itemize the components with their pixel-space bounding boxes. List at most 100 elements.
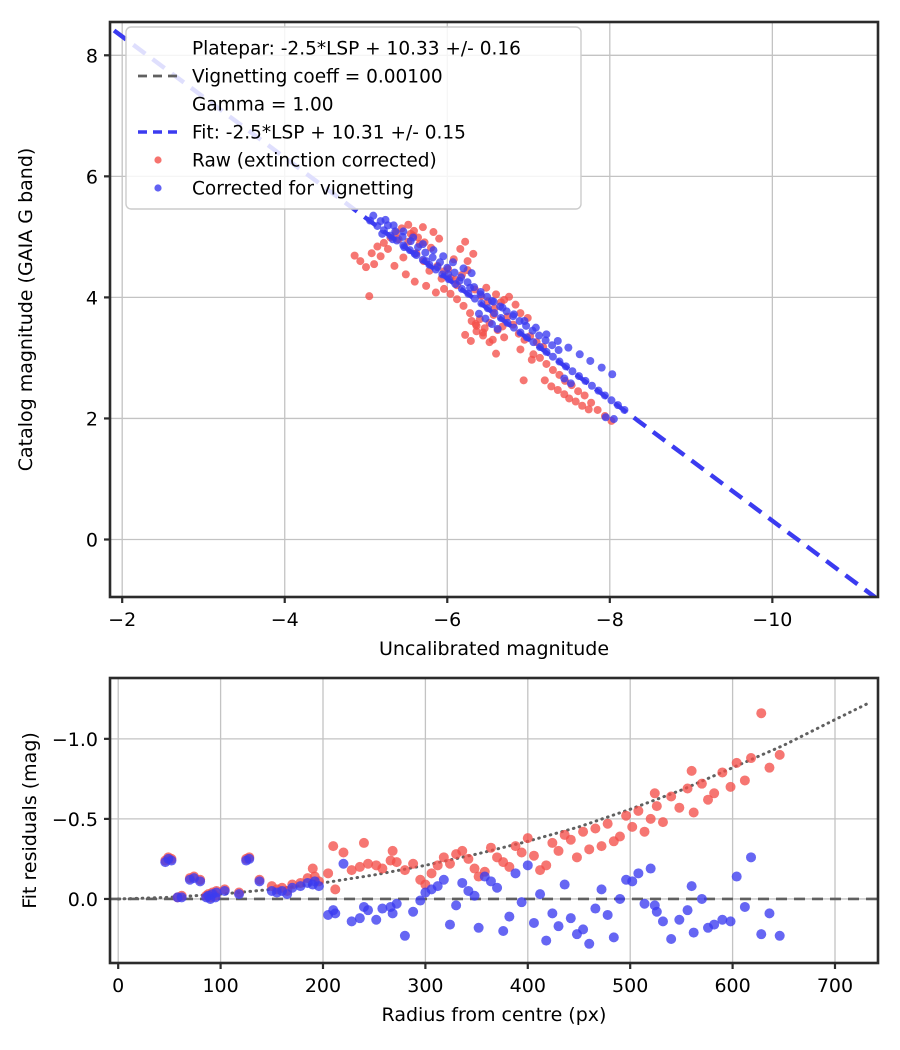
data-point (354, 861, 365, 872)
data-point (453, 295, 462, 304)
data-point (553, 386, 562, 394)
data-point (485, 338, 494, 347)
data-point (541, 336, 550, 345)
axis-ticks: 0 100 200 300 400 500 600 700 0.0 −0.5 −1.0 (52, 729, 853, 997)
data-point (431, 288, 440, 297)
data-point (602, 818, 613, 829)
data-point (415, 895, 426, 906)
data-point (584, 938, 595, 949)
data-point (472, 327, 481, 336)
data-point (469, 890, 480, 901)
data-point (408, 906, 419, 917)
data-point (725, 916, 736, 927)
data-point (586, 356, 595, 365)
data-point (565, 834, 576, 845)
data-point (627, 876, 638, 887)
data-point (548, 352, 557, 361)
data-point (448, 258, 457, 267)
data-point (390, 261, 399, 270)
data-point (476, 290, 485, 299)
data-point (627, 821, 638, 832)
legend-entry-1[interactable]: Vignetting coeff = 0.00100 (138, 67, 443, 88)
data-point (559, 879, 570, 890)
data-point (717, 767, 728, 778)
data-point (709, 788, 720, 799)
data-point (542, 359, 551, 368)
data-point (459, 301, 468, 310)
data-point (493, 324, 502, 333)
legend-entry-3[interactable]: Fit: -2.5*LSP + 10.31 +/- 0.15 (138, 123, 466, 144)
data-point (682, 783, 693, 794)
data-point (389, 221, 398, 230)
data-point (463, 853, 474, 864)
data-point (429, 246, 438, 255)
data-point (657, 916, 668, 927)
data-point (479, 331, 488, 340)
data-point (387, 845, 398, 856)
data-point (596, 884, 607, 895)
legend-entry-0[interactable]: Platepar: -2.5*LSP + 10.33 +/- 0.16 (192, 39, 521, 60)
data-point (450, 268, 459, 277)
ytick-label-1: 2 (86, 408, 98, 430)
data-point (367, 249, 376, 258)
data-point (516, 897, 527, 908)
data-point (376, 252, 385, 261)
data-point (633, 868, 644, 879)
data-point (463, 257, 472, 266)
data-point (498, 303, 507, 312)
ytick-label-0: 0.0 (68, 889, 98, 911)
data-point (469, 249, 478, 258)
data-point (560, 374, 569, 383)
data-point (725, 781, 736, 792)
data-point (358, 837, 369, 848)
data-point (504, 911, 515, 922)
data-point (554, 346, 563, 355)
data-point (756, 708, 767, 719)
data-point (703, 794, 714, 805)
plot-background (110, 678, 878, 963)
legend-entry-4[interactable]: Raw (extinction corrected) (154, 151, 437, 172)
data-point (362, 263, 370, 272)
data-point (608, 932, 619, 943)
data-point (571, 852, 582, 863)
data-point (516, 345, 525, 354)
data-point (516, 309, 525, 318)
data-point (686, 881, 697, 892)
data-point (548, 341, 557, 350)
xtick-label-3: 300 (407, 975, 443, 997)
xtick-label-2: 200 (305, 975, 341, 997)
data-point (307, 863, 318, 874)
data-point (696, 778, 707, 789)
data-point (608, 370, 617, 379)
xtick-label-2: −6 (433, 609, 461, 631)
data-point (432, 860, 443, 871)
series-corrected-for-vignetting (160, 852, 785, 949)
data-point (511, 300, 520, 309)
data-point (287, 882, 298, 893)
data-point (529, 338, 538, 347)
data-point (426, 868, 437, 879)
legend-entry-5[interactable]: Corrected for vignetting (154, 179, 414, 200)
data-point (457, 845, 468, 856)
legend: Platepar: -2.5*LSP + 10.33 +/- 0.16 Vigne… (125, 26, 582, 210)
data-point (473, 922, 484, 933)
data-point (553, 336, 562, 345)
data-point (688, 927, 699, 938)
data-point (535, 889, 546, 900)
data-point (356, 257, 365, 266)
data-point (457, 877, 468, 888)
data-point (731, 757, 742, 768)
xtick-label-6: 600 (714, 975, 750, 997)
data-point (391, 227, 400, 236)
data-point (363, 858, 374, 869)
data-point (774, 749, 785, 760)
data-point (531, 323, 540, 332)
data-point (387, 908, 398, 919)
data-point (541, 860, 552, 871)
data-point (590, 823, 601, 834)
data-point (377, 903, 388, 914)
legend-entry-2[interactable]: Gamma = 1.00 (192, 95, 334, 116)
data-point (614, 831, 625, 842)
data-point (519, 376, 528, 385)
